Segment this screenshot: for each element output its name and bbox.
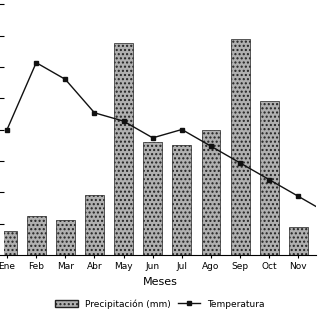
Bar (56, 220, 75, 255)
Bar (172, 145, 191, 255)
Bar (231, 39, 250, 255)
Bar (202, 130, 220, 255)
Bar (27, 216, 46, 255)
Bar (85, 195, 104, 255)
Bar (114, 43, 133, 255)
Bar (318, 242, 320, 255)
Legend: Precipitación (mm), Temperatura: Precipitación (mm), Temperatura (52, 296, 268, 312)
Bar (0, 231, 17, 255)
Bar (143, 142, 162, 255)
X-axis label: Meses: Meses (143, 277, 177, 287)
Bar (260, 101, 279, 255)
Bar (289, 227, 308, 255)
